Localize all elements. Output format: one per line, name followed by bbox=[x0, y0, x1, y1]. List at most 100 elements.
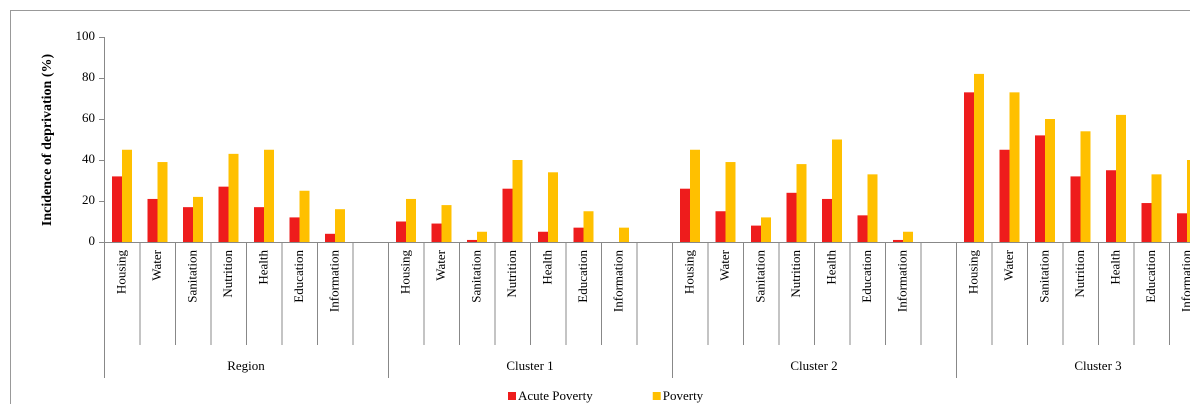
legend-label: Acute Poverty bbox=[518, 388, 593, 403]
bar bbox=[1080, 131, 1091, 242]
bar bbox=[822, 198, 832, 242]
bar bbox=[1116, 114, 1126, 242]
bar bbox=[467, 239, 477, 242]
bar bbox=[538, 231, 548, 242]
x-tick-label: Sanitation bbox=[185, 250, 200, 303]
bar bbox=[1187, 160, 1190, 242]
y-axis-label: Incidence of deprivation (%) bbox=[40, 54, 55, 227]
group-label: Cluster 3 bbox=[1074, 358, 1121, 373]
bar bbox=[335, 209, 345, 242]
x-tick-label: Sanitation bbox=[1037, 250, 1052, 303]
bar bbox=[751, 225, 761, 242]
bar bbox=[583, 211, 594, 242]
bar bbox=[857, 215, 868, 242]
bar bbox=[1141, 203, 1152, 242]
bar bbox=[193, 196, 203, 242]
bar bbox=[264, 149, 274, 242]
bar bbox=[867, 174, 878, 242]
x-tick-label: Nutrition bbox=[504, 250, 519, 298]
bar bbox=[832, 139, 842, 242]
bar bbox=[406, 198, 416, 242]
bar bbox=[1070, 176, 1081, 242]
x-tick-label: Housing bbox=[398, 250, 413, 295]
x-tick-label: Information bbox=[611, 250, 626, 313]
x-tick-label: Housing bbox=[966, 250, 981, 295]
group-label: Cluster 1 bbox=[506, 358, 553, 373]
bar bbox=[431, 223, 442, 242]
bar bbox=[725, 162, 736, 242]
bar bbox=[761, 217, 771, 242]
bar bbox=[573, 227, 584, 242]
bar bbox=[325, 233, 335, 242]
x-tick-label: Water bbox=[433, 249, 448, 280]
bar bbox=[786, 192, 797, 242]
bar bbox=[619, 227, 629, 242]
legend-label: Poverty bbox=[663, 388, 704, 403]
bar bbox=[228, 153, 239, 242]
bar bbox=[974, 73, 984, 243]
x-tick-label: Health bbox=[540, 250, 555, 285]
x-tick-label: Education bbox=[1143, 250, 1158, 303]
x-tick-label: Sanitation bbox=[469, 250, 484, 303]
y-tick-label: 20 bbox=[82, 192, 95, 207]
bar bbox=[441, 205, 452, 242]
x-tick-label: Water bbox=[1001, 249, 1016, 280]
bar bbox=[715, 211, 726, 242]
bar bbox=[1009, 92, 1020, 242]
x-tick-label: Information bbox=[895, 250, 910, 313]
bar bbox=[1151, 174, 1162, 242]
y-tick-label: 60 bbox=[82, 110, 95, 125]
x-tick-label: Education bbox=[291, 250, 306, 303]
bar bbox=[1177, 213, 1187, 242]
x-tick-label: Housing bbox=[682, 250, 697, 295]
legend-swatch bbox=[652, 392, 661, 400]
bar bbox=[299, 190, 310, 242]
bar bbox=[512, 160, 523, 242]
x-tick-label: Sanitation bbox=[753, 250, 768, 303]
bar bbox=[680, 188, 690, 242]
x-tick-label: Education bbox=[575, 250, 590, 303]
group-label: Region bbox=[227, 358, 265, 373]
y-tick-label: 80 bbox=[82, 69, 95, 84]
bar bbox=[964, 92, 974, 242]
bar bbox=[254, 207, 264, 242]
x-tick-label: Health bbox=[256, 250, 271, 285]
y-tick-label: 100 bbox=[76, 28, 96, 43]
x-tick-label: Nutrition bbox=[788, 250, 803, 298]
bar bbox=[289, 217, 300, 242]
bar bbox=[999, 149, 1010, 242]
x-tick-label: Health bbox=[824, 250, 839, 285]
x-tick-label: Housing bbox=[114, 250, 129, 295]
bar bbox=[502, 188, 513, 242]
legend-swatch bbox=[508, 392, 516, 400]
bar bbox=[147, 198, 158, 242]
x-tick-label: Nutrition bbox=[220, 250, 235, 298]
bar bbox=[1106, 170, 1116, 242]
bar bbox=[1035, 135, 1045, 242]
bar bbox=[477, 231, 487, 242]
y-tick-label: 40 bbox=[82, 151, 95, 166]
x-tick-label: Water bbox=[149, 249, 164, 280]
group-label: Cluster 2 bbox=[790, 358, 837, 373]
y-tick-label: 0 bbox=[89, 233, 96, 248]
bar bbox=[112, 176, 122, 242]
bar bbox=[690, 149, 700, 242]
bar bbox=[796, 164, 807, 242]
bar bbox=[1045, 119, 1055, 242]
x-tick-label: Health bbox=[1108, 250, 1123, 285]
bar bbox=[157, 162, 168, 242]
x-tick-label: Information bbox=[1179, 250, 1190, 313]
bar bbox=[396, 221, 406, 242]
bar bbox=[218, 186, 229, 242]
bar bbox=[893, 239, 903, 242]
bar bbox=[548, 172, 558, 242]
bar bbox=[122, 149, 132, 242]
x-tick-label: Information bbox=[327, 250, 342, 313]
bar bbox=[183, 207, 193, 242]
bar bbox=[903, 231, 913, 242]
x-tick-label: Education bbox=[859, 250, 874, 303]
chart-border bbox=[10, 10, 1190, 404]
x-tick-label: Water bbox=[717, 249, 732, 280]
